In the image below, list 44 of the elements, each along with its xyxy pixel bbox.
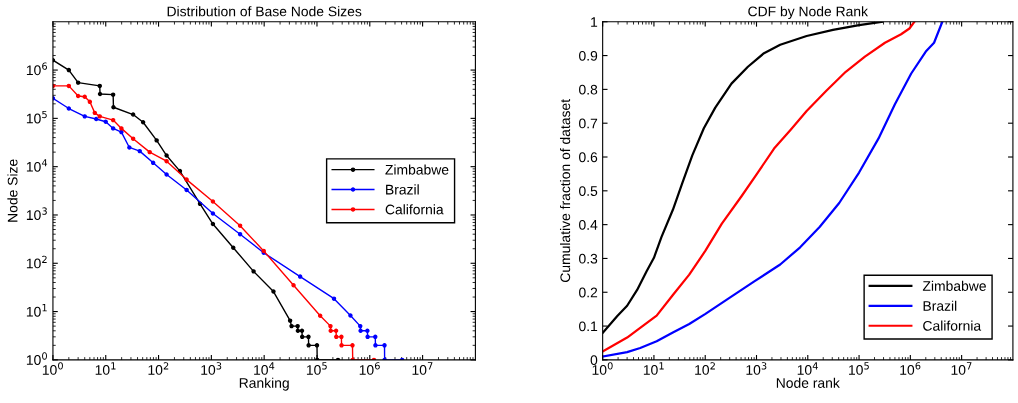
x-tick-label: 10$^{5}$ — [306, 362, 327, 375]
x-tick-label: 10$^{3}$ — [201, 362, 222, 375]
legend-label: Zimbabwe — [385, 164, 449, 175]
y-tick-label: 1 — [591, 17, 598, 27]
y-tick-label: 10$^{0}$ — [26, 352, 47, 365]
y-tick-label: 0.6 — [579, 152, 598, 163]
y-tick-label: 10$^{6}$ — [26, 62, 48, 76]
legend-label: Zimbabwe — [922, 280, 986, 291]
x-tick-label: 10$^{6}$ — [359, 362, 380, 375]
legend-label: Brazil — [386, 184, 419, 195]
y-tick-label: 10$^{3}$ — [26, 207, 47, 221]
x-tick-label: 10$^{7}$ — [951, 362, 972, 375]
y-tick-label: 0.4 — [579, 219, 598, 230]
x-tick-label: 10$^{3}$ — [746, 362, 767, 375]
y-tick-label: 0.9 — [579, 50, 598, 61]
x-tick-label: 10$^{4}$ — [797, 362, 818, 375]
x-axis-title: Node rank — [776, 377, 840, 388]
x-tick-label: 10$^{1}$ — [95, 362, 116, 375]
chart-title: Distribution of Base Node Sizes — [167, 6, 362, 17]
y-tick-label: 10$^{1}$ — [26, 304, 47, 317]
x-axis-title: Ranking — [239, 377, 289, 391]
x-tick-label: 10$^{6}$ — [900, 362, 921, 375]
y-tick-label: 10$^{2}$ — [26, 255, 47, 269]
legend-label: Brazil — [923, 300, 957, 311]
y-axis-title: Node Size — [7, 159, 18, 222]
y-tick-label: 0.1 — [579, 321, 598, 332]
y-axis-title: Cumulative fraction of dataset — [559, 99, 571, 282]
y-tick-label: 0.3 — [579, 253, 598, 264]
y-tick-label: 0.2 — [579, 287, 598, 298]
y-tick-label: 0.5 — [579, 186, 598, 196]
x-tick-label: 10$^{5}$ — [849, 362, 869, 375]
x-tick-label: 10$^{2}$ — [695, 362, 715, 375]
y-tick-label: 0.8 — [579, 84, 598, 95]
legend-label: California — [385, 204, 444, 215]
y-tick-label: 0.7 — [579, 118, 598, 129]
x-tick-label: 10$^{0}$ — [42, 362, 63, 375]
y-tick-label: 10$^{4}$ — [26, 159, 48, 172]
x-tick-label: 10$^{7}$ — [412, 362, 433, 375]
y-tick-label: 10$^{5}$ — [26, 110, 47, 124]
legend-label: California — [923, 320, 982, 331]
x-tick-label: 10$^{4}$ — [254, 362, 275, 375]
x-tick-label: 10$^{2}$ — [148, 362, 169, 375]
x-tick-label: 10$^{1}$ — [643, 362, 664, 375]
chart-title: CDF by Node Rank — [748, 6, 869, 20]
